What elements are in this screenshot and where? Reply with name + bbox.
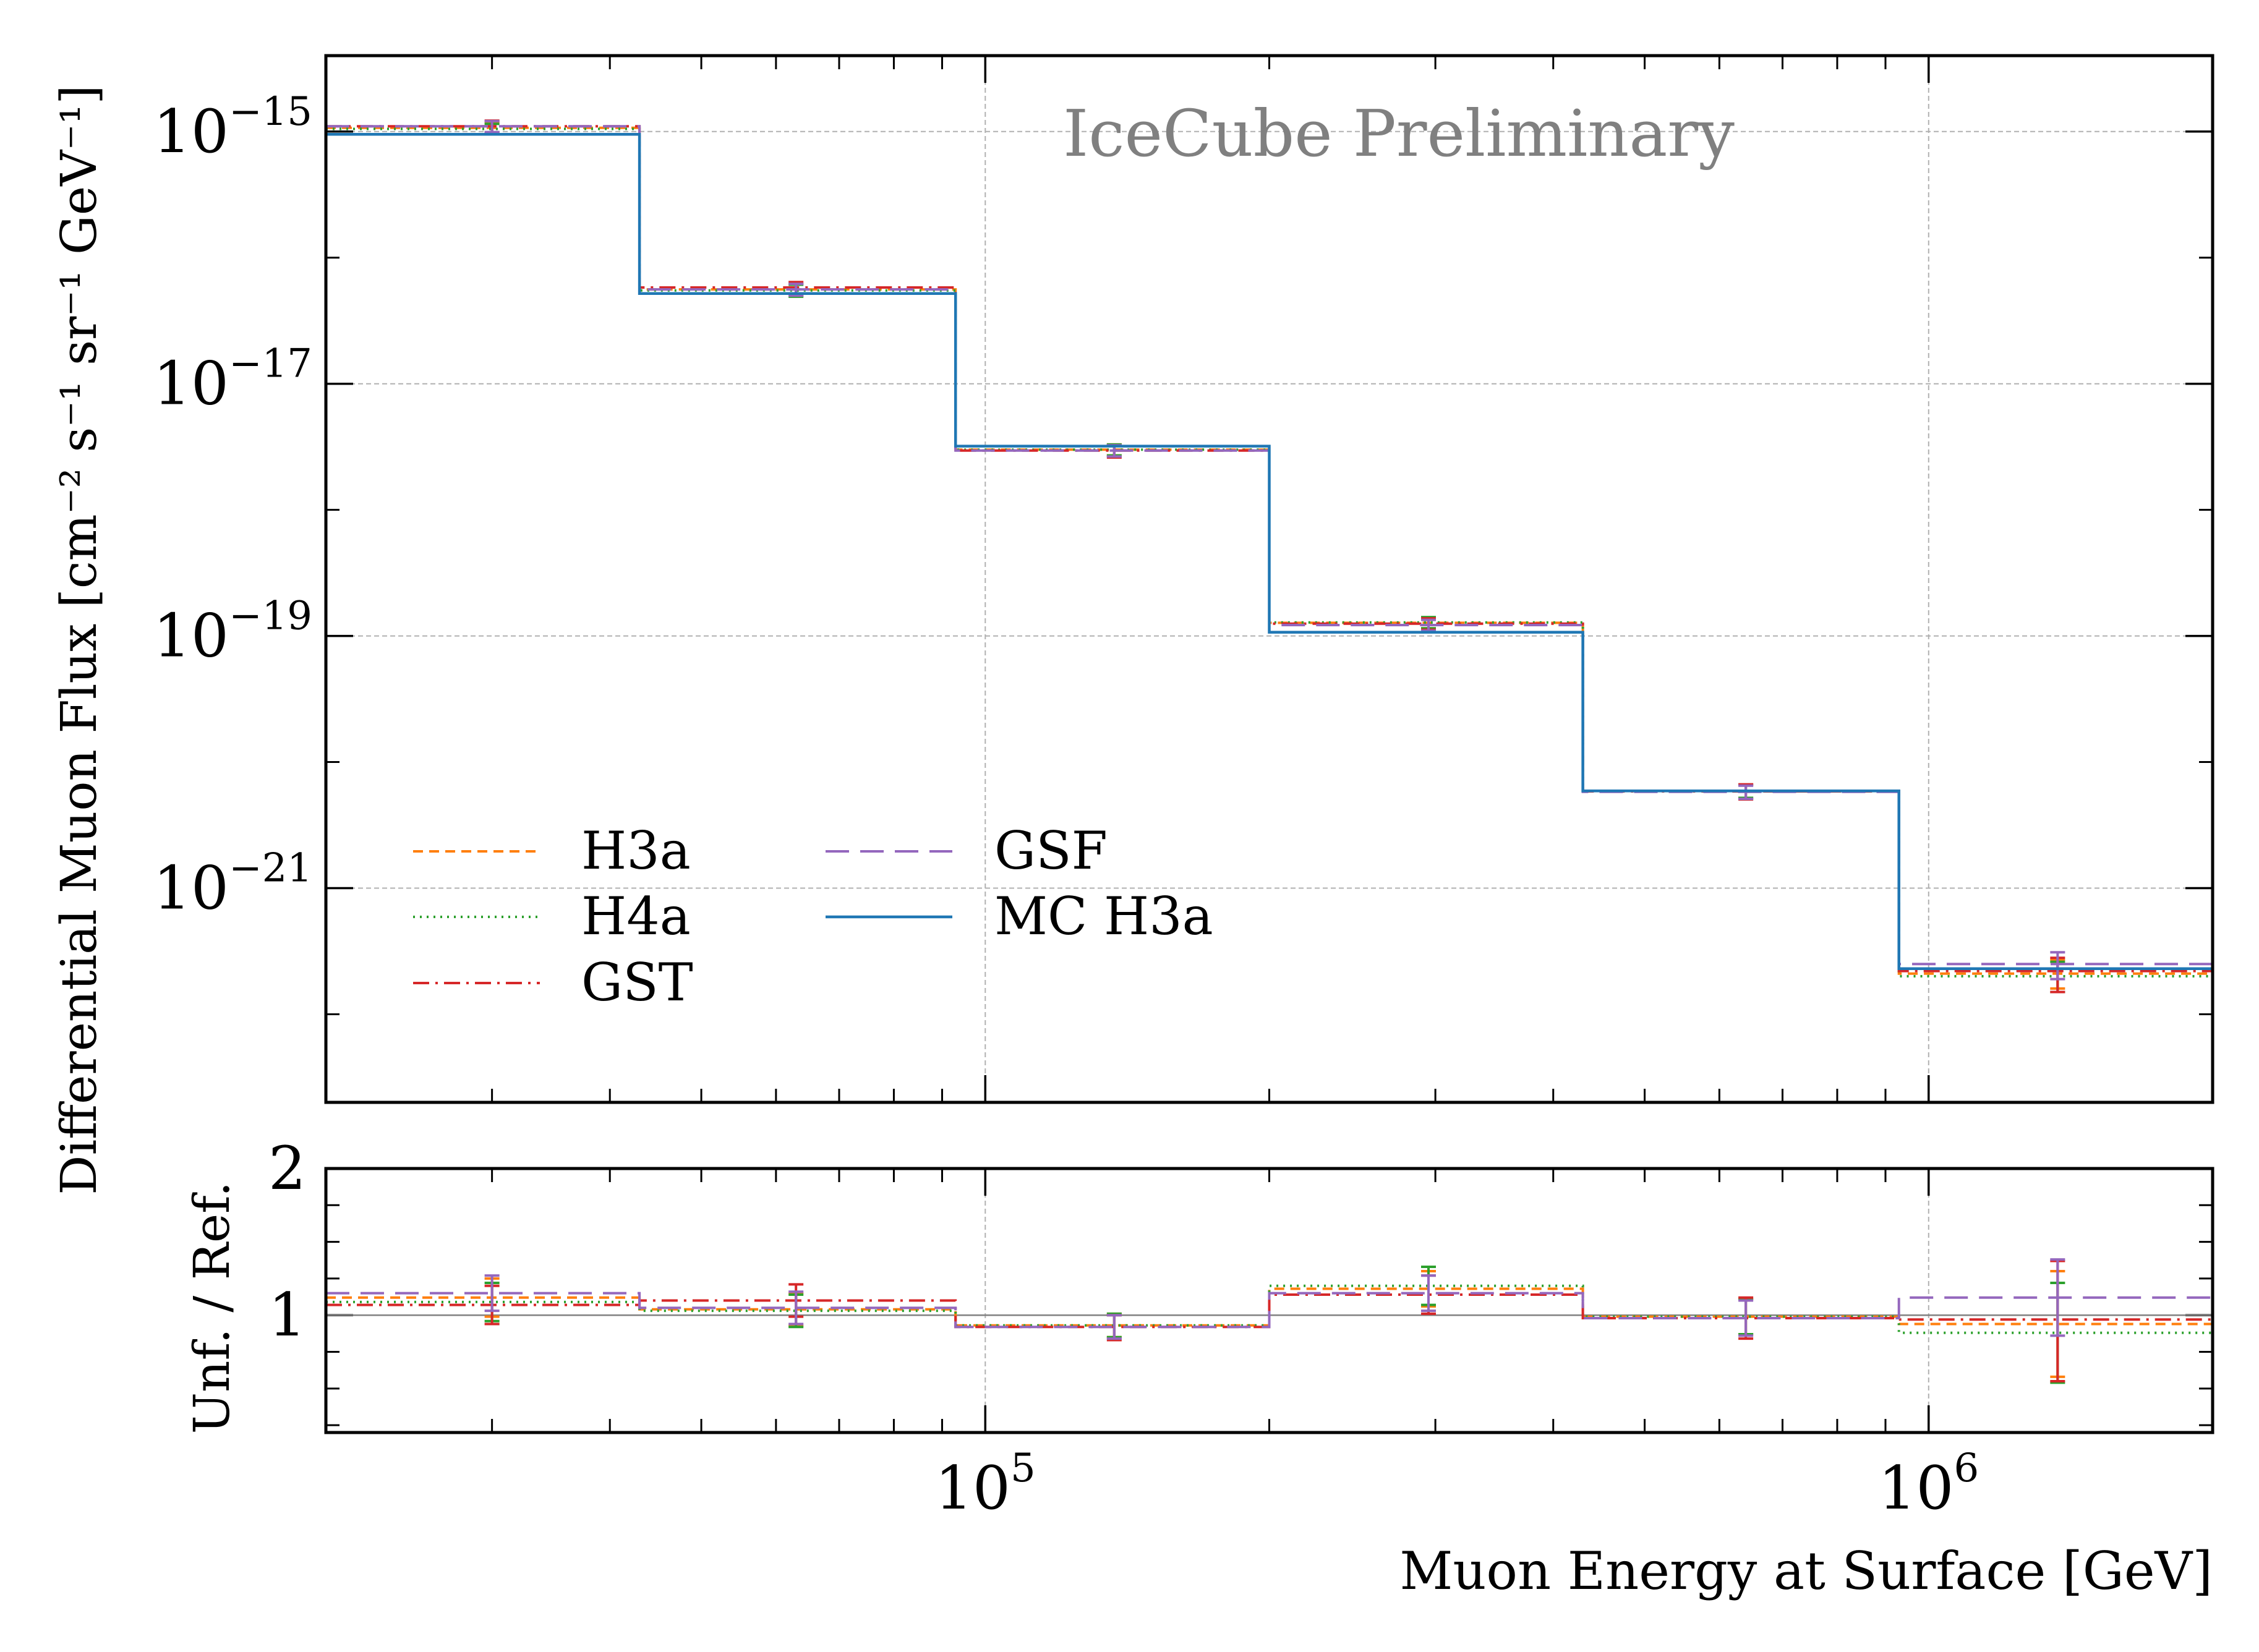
y-tick-label: 10−21 [153, 845, 312, 922]
x-axis-label: Muon Energy at Surface [GeV] [1399, 1541, 2213, 1601]
ratio-series-gsf [326, 1292, 2213, 1329]
main-series-mc-h3a [326, 133, 2213, 970]
main-panel: 10−15 10−17 10−19 10−21 IceCube Preliminary D… [50, 54, 2214, 1195]
legend-label-h4a: H4a [581, 886, 691, 947]
y-tick-label: 10−15 [153, 89, 312, 166]
ratio-errorbar-gsf [484, 1274, 500, 1313]
ratio-y-tick-label: 1 [268, 1280, 306, 1350]
ratio-errorbar-gsf [1106, 1314, 1122, 1340]
ratio-errorbar-gsf [1738, 1299, 1754, 1337]
ratio-panel: 1 2 105 106 Unf. / Ref. Muon Energy at Surfac… [183, 1134, 2214, 1601]
ratio-errorbar-gsf [2050, 1258, 2065, 1337]
y-axis-label: Differential Muon Flux [cm⁻² s⁻¹ sr⁻¹ Ge… [50, 85, 108, 1194]
y-tick-label: 10−19 [153, 594, 312, 671]
ratio-y-tick-label: 2 [268, 1134, 306, 1203]
main-errorbar-gsf [1420, 618, 1436, 632]
watermark-label: IceCube Preliminary [1063, 96, 1735, 171]
x-tick-label: 106 [1878, 1446, 1979, 1523]
legend-label-gsf: GSF [994, 820, 1108, 881]
ratio-errorbar-gsf [1420, 1274, 1436, 1313]
x-tick-label: 105 [935, 1446, 1036, 1523]
axes-frame [324, 54, 2214, 1104]
ratio-errorbar-gsf [788, 1290, 804, 1326]
main-errorbar-gsf [2050, 951, 2065, 981]
legend-label-gst: GST [581, 952, 693, 1013]
y-tick-label: 10−17 [153, 341, 312, 419]
legend-label-mc-h3a: MC H3a [994, 886, 1213, 947]
axes-frame [324, 1167, 2214, 1434]
ratio-y-axis-label: Unf. / Ref. [183, 1182, 241, 1434]
main-errorbar-gsf [484, 119, 500, 134]
legend-label-h3a: H3a [581, 820, 691, 881]
